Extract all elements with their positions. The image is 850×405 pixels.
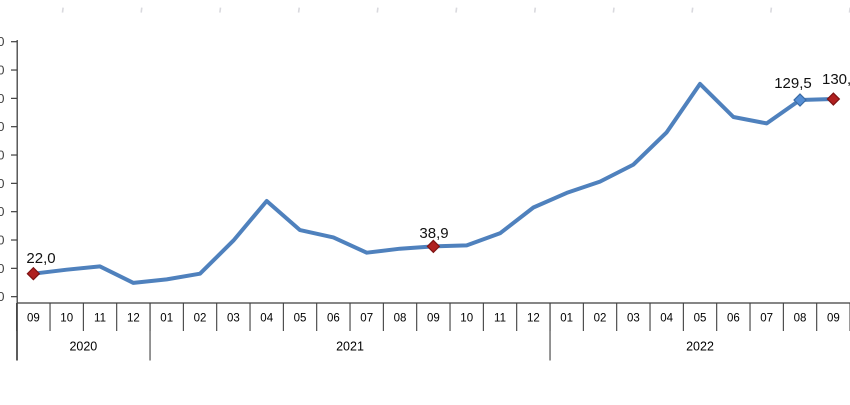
watermark-mark	[297, 7, 300, 13]
month-label: 07	[360, 313, 373, 325]
month-label: 08	[394, 313, 407, 325]
y-tick-label-clipped: 0	[0, 233, 5, 248]
month-label: 05	[294, 313, 307, 325]
month-label: 09	[427, 313, 440, 325]
data-point-label: 38,9	[419, 225, 448, 242]
marker-diamond-red	[26, 266, 41, 281]
y-tick-label-clipped: 0	[0, 91, 5, 106]
watermark-mark	[61, 7, 64, 13]
month-label: 03	[627, 313, 640, 325]
month-label: 10	[460, 313, 473, 325]
y-tick-label-clipped: 0	[0, 204, 5, 219]
month-label: 11	[494, 313, 506, 325]
month-label: 01	[560, 313, 573, 325]
watermark-mark	[612, 7, 615, 13]
year-label: 2021	[336, 340, 364, 354]
data-point-label: 22,0	[26, 250, 55, 267]
month-label: 06	[727, 313, 740, 325]
marker-diamond-red	[426, 239, 441, 254]
y-tick-label-clipped: 0	[0, 261, 5, 276]
month-label: 04	[260, 313, 273, 325]
month-label: 04	[660, 313, 673, 325]
month-label: 05	[694, 313, 707, 325]
y-tick-label-clipped: 0	[0, 176, 5, 191]
month-label: 10	[60, 313, 73, 325]
month-label: 03	[227, 313, 240, 325]
watermark-mark	[533, 7, 537, 13]
month-label: 12	[527, 313, 540, 325]
month-label: 02	[594, 313, 607, 325]
month-label: 09	[27, 313, 40, 325]
watermark-mark	[219, 7, 222, 13]
month-label: 12	[127, 313, 140, 325]
data-point-label: 130,	[822, 71, 850, 88]
watermark-mark	[455, 7, 458, 13]
month-label: 06	[327, 313, 340, 325]
year-label: 2022	[686, 340, 714, 354]
marker-diamond-blue	[793, 93, 807, 107]
month-label: 01	[160, 313, 173, 325]
marker-diamond-red	[826, 92, 841, 106]
month-label: 11	[94, 313, 106, 325]
y-tick-label-clipped: 0	[0, 63, 5, 78]
watermark-mark	[769, 7, 773, 13]
month-label: 07	[760, 313, 773, 325]
watermark-mark	[376, 7, 379, 13]
month-label: 02	[194, 313, 207, 325]
year-label: 2020	[69, 340, 97, 354]
data-point-label: 129,5	[774, 75, 812, 92]
watermark-mark	[140, 7, 143, 13]
month-label: 09	[827, 313, 840, 325]
y-tick-label-clipped: 0	[0, 34, 5, 49]
month-label: 08	[794, 313, 807, 325]
y-tick-label-clipped: 0	[0, 289, 5, 304]
y-tick-label-clipped: 0	[0, 119, 5, 134]
y-tick-label-clipped: 0	[0, 148, 5, 163]
watermark-mark	[691, 7, 694, 13]
